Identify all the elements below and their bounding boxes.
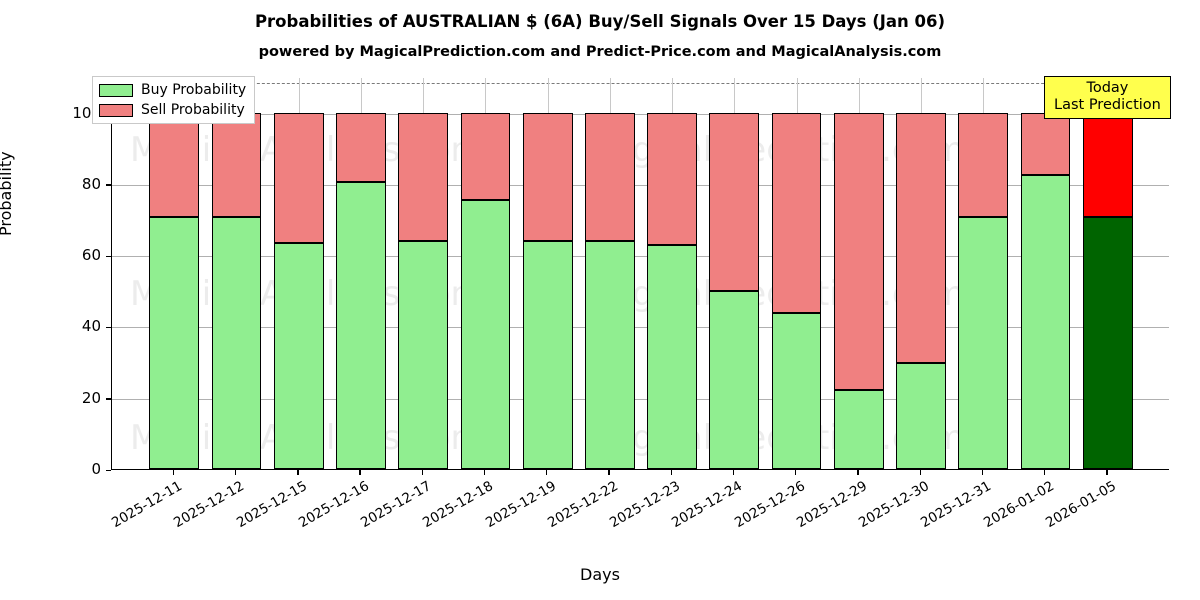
- bar-group[interactable]: [1082, 78, 1133, 469]
- today-annotation-line1: Today: [1086, 80, 1129, 96]
- bar-group[interactable]: [896, 78, 946, 469]
- bar-segment-buy[interactable]: [1020, 174, 1071, 469]
- y-gridline: [112, 398, 1169, 400]
- legend-swatch-sell: [99, 103, 133, 117]
- legend-item-buy[interactable]: Buy Probability: [99, 82, 246, 98]
- bar-segment-buy[interactable]: [460, 199, 511, 469]
- bar-group[interactable]: [211, 78, 262, 469]
- bar-segment-buy[interactable]: [896, 362, 946, 469]
- bar-group[interactable]: [149, 78, 200, 469]
- bar-group[interactable]: [398, 78, 449, 469]
- bar-group[interactable]: [522, 78, 573, 469]
- bar-group[interactable]: [1020, 78, 1071, 469]
- x-tick-mark: [1044, 470, 1046, 475]
- bar-segment-buy[interactable]: [833, 389, 884, 469]
- y-tick-mark: [106, 184, 111, 186]
- bar-group[interactable]: [833, 78, 884, 469]
- bar-group[interactable]: [584, 78, 635, 469]
- x-tick-mark: [670, 470, 672, 475]
- bar-segment-sell[interactable]: [771, 112, 822, 313]
- bar-group[interactable]: [709, 78, 760, 469]
- bar-group[interactable]: [647, 78, 697, 469]
- y-tick-label: 20: [81, 388, 101, 407]
- y-tick-mark: [106, 326, 111, 329]
- x-tick-mark: [421, 470, 423, 475]
- x-tick-mark: [172, 470, 175, 475]
- bar-segment-sell[interactable]: [584, 112, 635, 241]
- x-tick-mark: [297, 470, 299, 475]
- y-gridline: [112, 327, 1169, 329]
- y-gridline: [112, 256, 1169, 258]
- page-title: Probabilities of AUSTRALIAN $ (6A) Buy/S…: [254, 12, 946, 31]
- bar-segment-sell[interactable]: [833, 112, 884, 390]
- x-tick-mark: [1106, 470, 1108, 475]
- x-tick-mark: [546, 470, 548, 475]
- bar-segment-sell[interactable]: [709, 112, 760, 291]
- legend-swatch-buy: [99, 83, 133, 97]
- x-tick-mark: [234, 470, 237, 475]
- legend-item-sell[interactable]: Sell Probability: [99, 102, 246, 118]
- bar-group[interactable]: [336, 78, 386, 469]
- y-tick-label: 80: [81, 174, 101, 193]
- bar-group[interactable]: [771, 78, 822, 469]
- bar-segment-sell[interactable]: [647, 112, 697, 246]
- x-tick-mark: [608, 470, 610, 475]
- bar-segment-buy[interactable]: [958, 216, 1009, 469]
- bar-segment-sell[interactable]: [336, 112, 386, 182]
- bar-segment-buy[interactable]: [1082, 216, 1133, 469]
- y-tick-mark: [106, 398, 111, 400]
- bar-segment-sell[interactable]: [273, 112, 324, 243]
- y-tick-mark: [106, 469, 111, 471]
- today-annotation: Today Last Prediction: [1044, 76, 1171, 120]
- x-tick-mark: [483, 470, 486, 475]
- bar-segment-sell[interactable]: [149, 112, 200, 217]
- y-tick-label: 40: [81, 317, 101, 336]
- bar-segment-buy[interactable]: [149, 216, 200, 469]
- bar-segment-buy[interactable]: [398, 240, 449, 469]
- bar-segment-sell[interactable]: [522, 112, 573, 241]
- plot-inner: MagicalAnalysis.comMagicalPrediction.com…: [112, 78, 1169, 469]
- y-gridline: [112, 113, 1169, 115]
- x-tick-mark: [919, 470, 921, 475]
- top-reference-line: [112, 83, 1169, 85]
- x-tick-mark: [795, 470, 797, 475]
- y-tick-mark: [106, 255, 111, 257]
- bar-segment-buy[interactable]: [709, 290, 760, 469]
- bar-segment-buy[interactable]: [647, 245, 697, 469]
- bar-segment-sell[interactable]: [958, 112, 1009, 217]
- bar-segment-buy[interactable]: [273, 242, 324, 469]
- y-gridline: [112, 184, 1169, 186]
- bar-segment-buy[interactable]: [522, 240, 573, 469]
- x-tick-mark: [857, 470, 859, 475]
- bar-segment-buy[interactable]: [336, 181, 386, 469]
- chart-subtitle: powered by MagicalPrediction.com and Pre…: [258, 44, 942, 60]
- bar-group[interactable]: [273, 78, 324, 469]
- bar-segment-sell[interactable]: [398, 112, 449, 241]
- bar-segment-sell[interactable]: [896, 112, 946, 363]
- bar-group[interactable]: [958, 78, 1009, 469]
- y-axis-label: Probability: [0, 151, 15, 236]
- y-tick-label: 0: [91, 460, 101, 478]
- bar-segment-sell[interactable]: [211, 112, 262, 217]
- x-tick-mark: [359, 470, 361, 475]
- today-annotation-line2: Last Prediction: [1054, 97, 1161, 114]
- x-tick-mark: [981, 470, 984, 475]
- bar-segment-buy[interactable]: [211, 216, 262, 469]
- bar-segment-buy[interactable]: [584, 240, 635, 469]
- bar-group[interactable]: [460, 78, 511, 469]
- bar-segment-sell[interactable]: [460, 112, 511, 200]
- y-tick-label: 60: [81, 246, 101, 265]
- x-tick-mark: [732, 470, 735, 475]
- bar-segment-sell[interactable]: [1082, 112, 1133, 217]
- chart-legend: Buy Probability Sell Probability: [92, 76, 256, 124]
- legend-label-buy: Buy Probability: [141, 82, 247, 98]
- legend-label-sell: Sell Probability: [141, 102, 245, 118]
- bar-segment-sell[interactable]: [1020, 112, 1071, 175]
- bar-segment-buy[interactable]: [771, 312, 822, 469]
- plot-area: MagicalAnalysis.comMagicalPrediction.com…: [111, 78, 1169, 470]
- x-axis-label: Days: [580, 565, 620, 584]
